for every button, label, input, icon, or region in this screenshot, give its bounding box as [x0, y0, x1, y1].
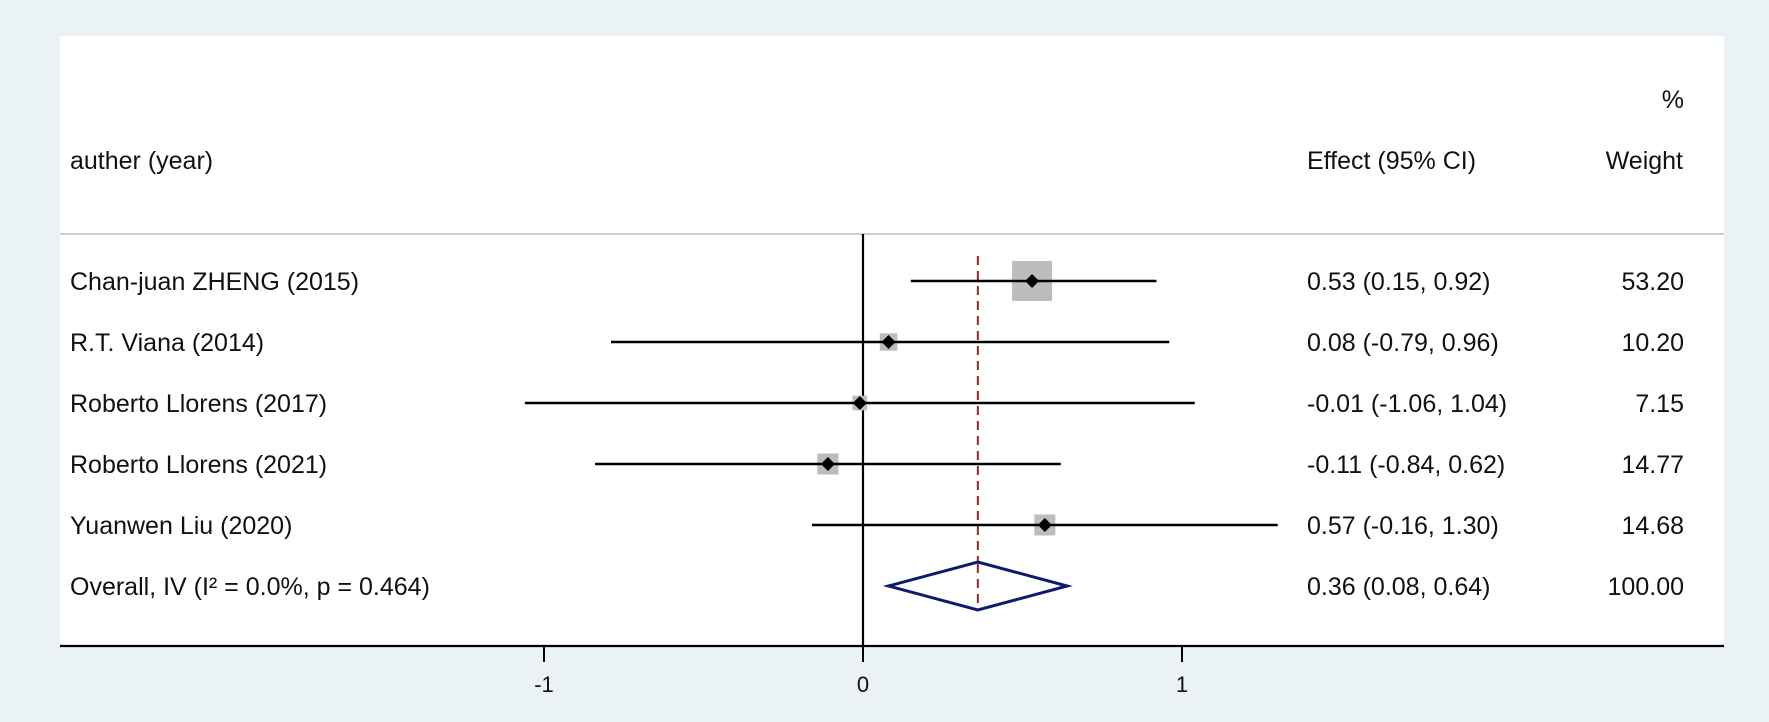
weight-text: 10.20	[1621, 329, 1684, 357]
overall-weight-text: 100.00	[1608, 573, 1684, 601]
x-tick-label: 1	[1176, 672, 1188, 697]
study-row: Chan-juan ZHENG (2015) 0.53 (0.15, 0.92) 5…	[70, 261, 1684, 301]
header-effect: Effect (95% CI)	[1307, 147, 1476, 175]
effect-ci-text: 0.08 (-0.79, 0.96)	[1307, 329, 1499, 357]
study-row: R.T. Viana (2014) 0.08 (-0.79, 0.96) 10.20	[70, 329, 1684, 357]
study-label: R.T. Viana (2014)	[70, 329, 264, 357]
header-weight: Weight	[1606, 147, 1683, 175]
study-label: Roberto Llorens (2021)	[70, 451, 327, 479]
study-row: Roberto Llorens (2017) -0.01 (-1.06, 1.04…	[70, 390, 1684, 418]
weight-text: 14.77	[1621, 451, 1684, 479]
study-label: Roberto Llorens (2017)	[70, 390, 327, 418]
study-label: Yuanwen Liu (2020)	[70, 512, 292, 540]
weight-text: 14.68	[1621, 512, 1684, 540]
point-estimate	[820, 457, 835, 471]
effect-ci-text: 0.57 (-0.16, 1.30)	[1307, 512, 1499, 540]
weight-text: 7.15	[1635, 390, 1684, 418]
effect-ci-text: -0.11 (-0.84, 0.62)	[1307, 451, 1505, 479]
point-estimate	[852, 396, 867, 410]
effect-ci-text: -0.01 (-1.06, 1.04)	[1307, 390, 1507, 418]
weight-text: 53.20	[1621, 268, 1684, 296]
header-study: auther (year)	[70, 147, 213, 175]
x-tick-label: 0	[857, 672, 869, 697]
overall-effect-ci-text: 0.36 (0.08, 0.64)	[1307, 573, 1490, 601]
header-weight-percent: %	[1662, 86, 1684, 114]
overall-label: Overall, IV (I² = 0.0%, p = 0.464)	[70, 573, 430, 601]
study-row: Yuanwen Liu (2020) 0.57 (-0.16, 1.30) 14.6…	[70, 512, 1684, 540]
point-estimate	[1025, 274, 1040, 288]
study-label: Chan-juan ZHENG (2015)	[70, 268, 359, 296]
point-estimate	[1037, 518, 1052, 532]
point-estimate	[881, 335, 896, 349]
overall-row: Overall, IV (I² = 0.0%, p = 0.464) 0.36 (…	[70, 560, 1684, 612]
x-tick-label: -1	[534, 672, 554, 697]
study-row: Roberto Llorens (2021) -0.11 (-0.84, 0.62…	[70, 451, 1684, 479]
effect-ci-text: 0.53 (0.15, 0.92)	[1307, 268, 1490, 296]
